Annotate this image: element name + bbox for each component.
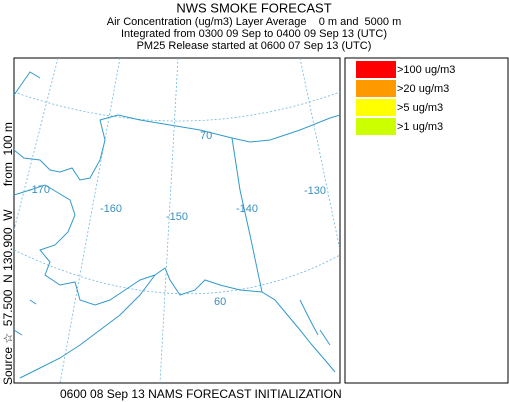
legend-swatch [356, 99, 396, 116]
subtitle: PM25 Release started at 0600 07 Sep 13 (… [137, 40, 372, 52]
source-label: Source ☆ 57.500 N 130.900 W from 100 m [1, 122, 15, 385]
legend-swatch [356, 80, 396, 97]
legend-label: >20 ug/m3 [397, 83, 449, 95]
map-grid-label: -150 [166, 211, 188, 223]
legend-label: >100 ug/m3 [397, 64, 455, 76]
border [231, 137, 263, 293]
map-grid-label: 70 [200, 130, 212, 142]
map-labels: -170 -160 -150 -140 -130 70 60 [28, 130, 326, 308]
map-frame [13, 57, 341, 384]
coastline [14, 71, 340, 181]
map-grid-label: -170 [28, 184, 50, 196]
graticule [299, 58, 340, 251]
graticule [59, 58, 121, 383]
footer: 0600 08 Sep 13 NAMS FORECAST INITIALIZAT… [60, 387, 342, 401]
coastline [14, 184, 336, 373]
map-grid-label: 60 [214, 296, 226, 308]
coastline [14, 299, 331, 346]
map [13, 57, 341, 384]
graticule [14, 91, 340, 122]
graticule [14, 58, 59, 231]
title: NWS SMOKE FORECAST [176, 0, 331, 15]
legend-label: >1 ug/m3 [397, 121, 443, 133]
legend-label: >5 ug/m3 [397, 102, 443, 114]
legend-swatch [356, 118, 396, 135]
subtitle: Integrated from 0300 09 Sep to 0400 09 S… [121, 28, 387, 40]
coastline [19, 274, 156, 379]
legend-swatch [356, 61, 396, 78]
map-grid-label: -140 [236, 203, 258, 215]
subtitle: Air Concentration (ug/m3) Layer Average … [107, 16, 402, 28]
legend: >100 ug/m3 >20 ug/m3 >5 ug/m3 >1 ug/m3 [356, 61, 455, 135]
map-grid-label: -160 [100, 203, 122, 215]
map-grid-label: -130 [304, 185, 326, 197]
